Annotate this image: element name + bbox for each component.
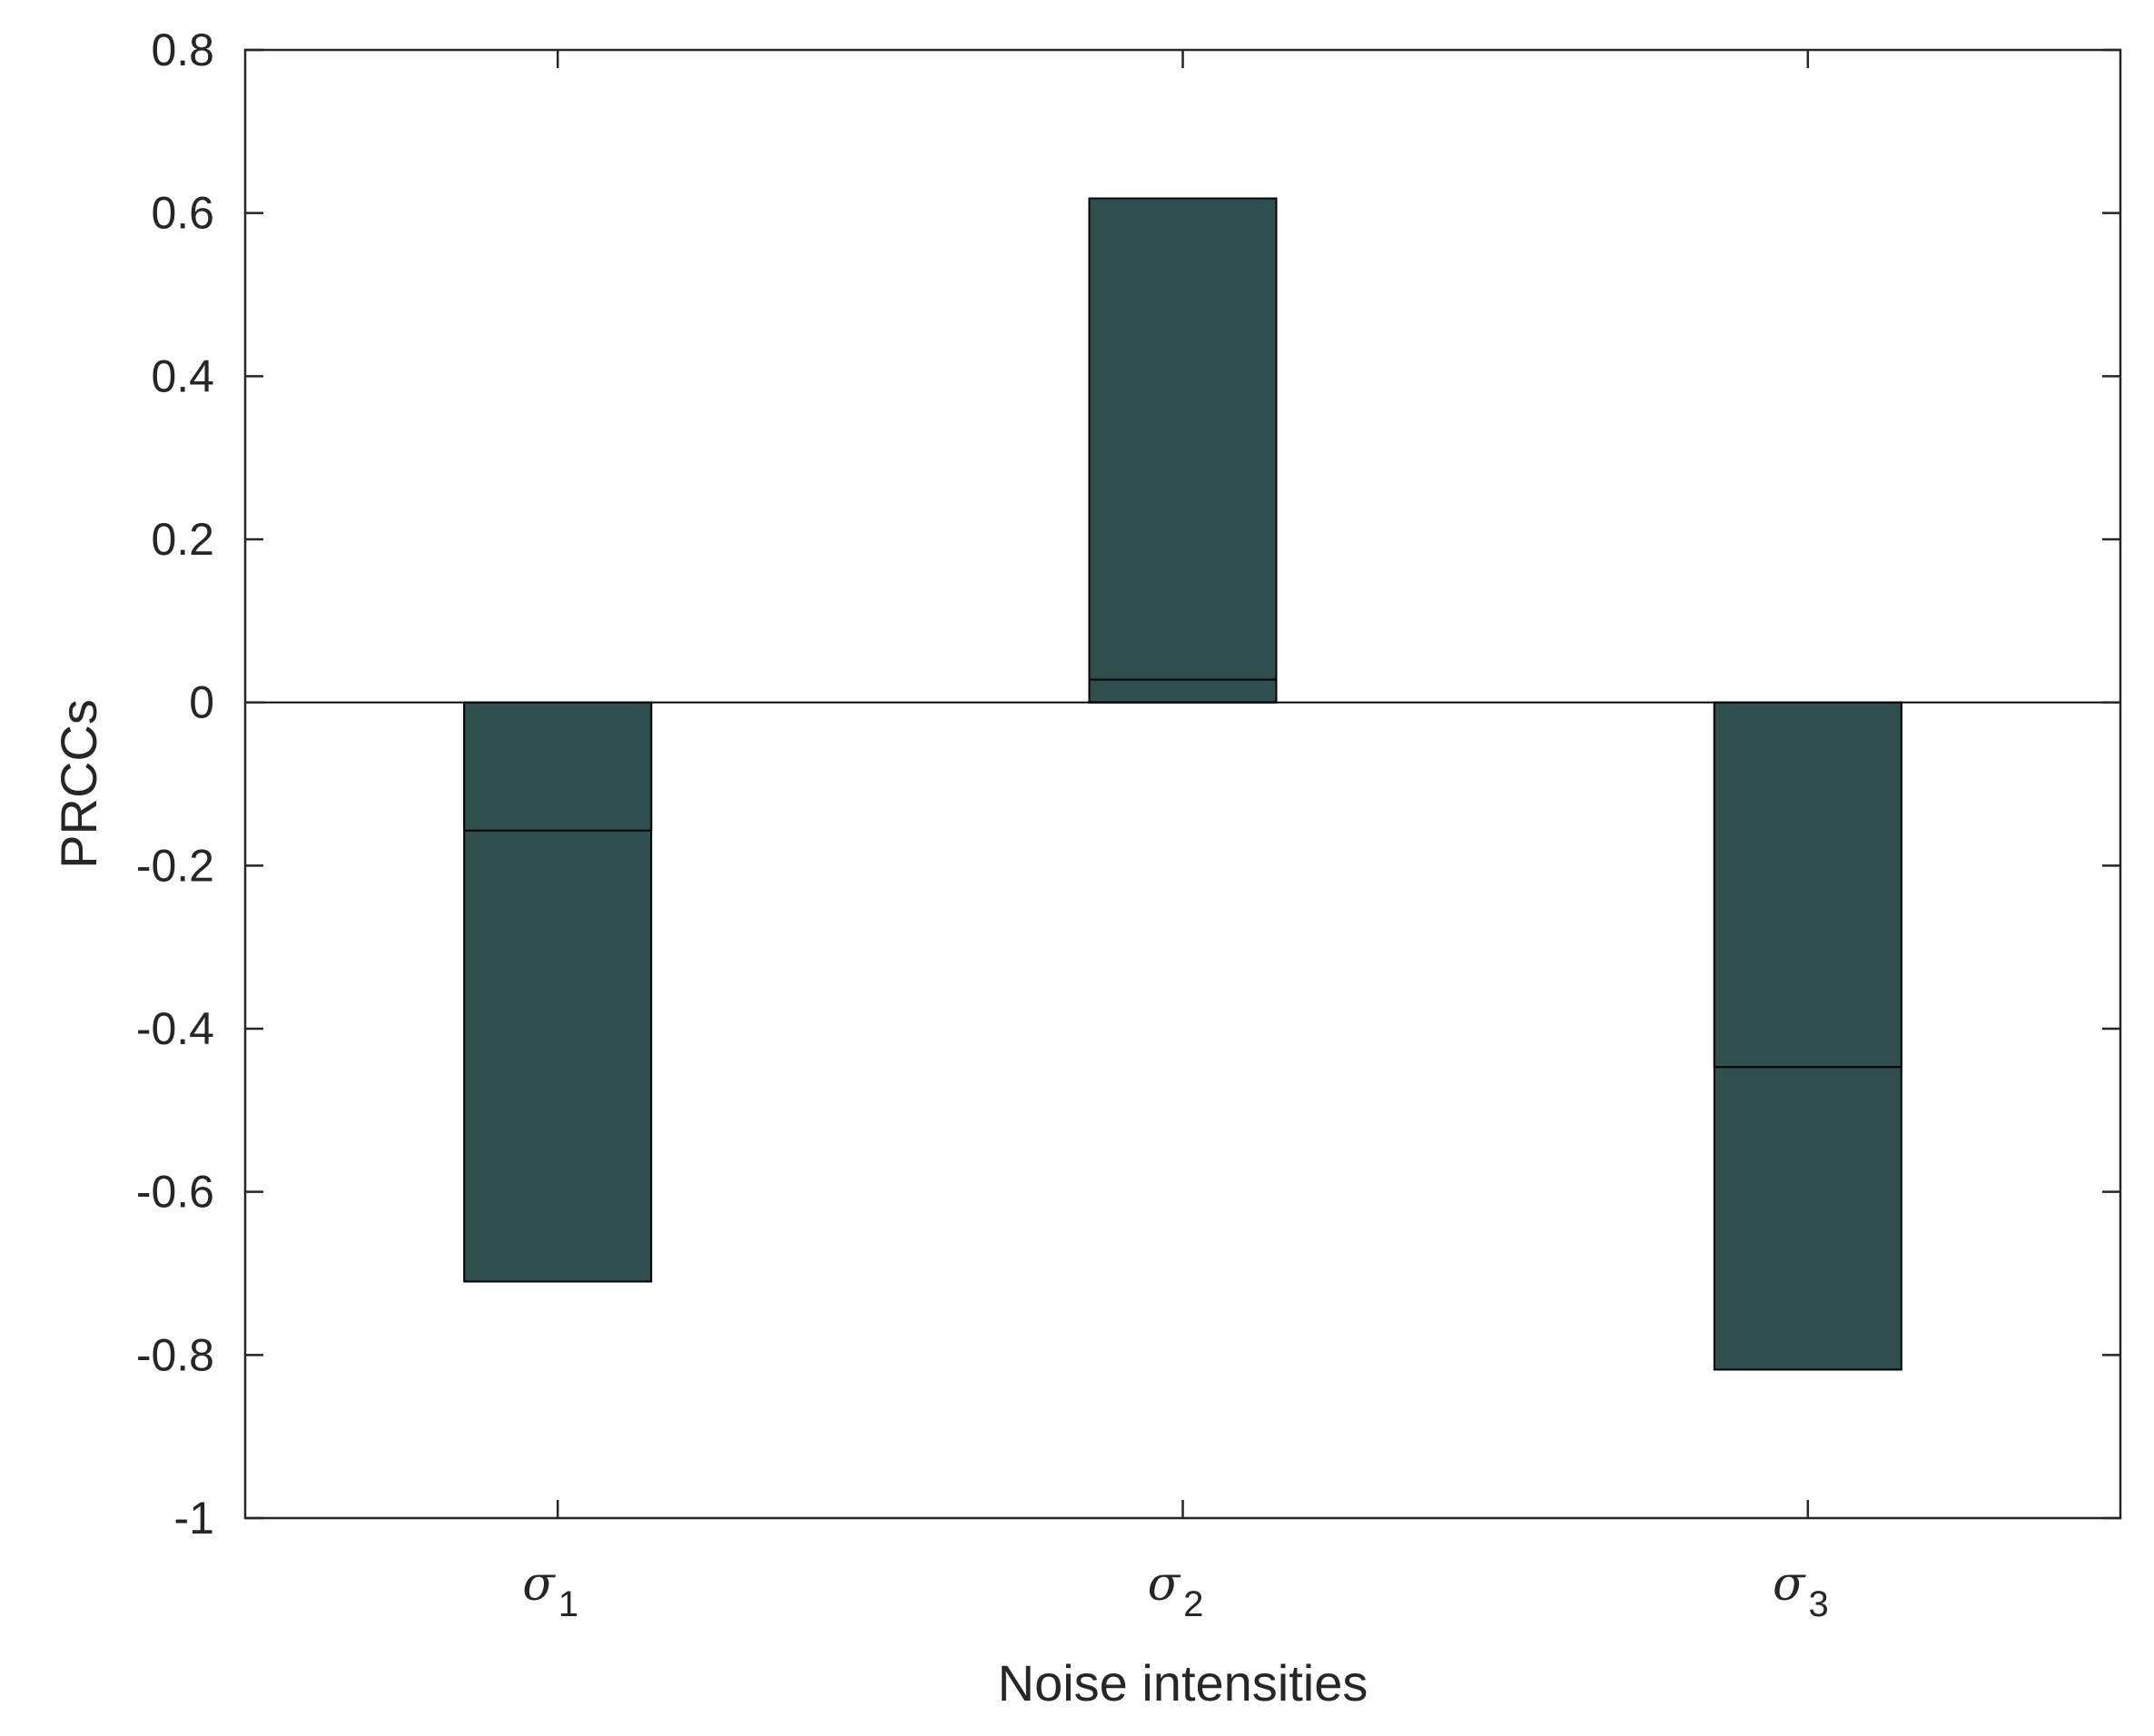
y-tick-label: -0.8 xyxy=(136,1329,214,1380)
category-subscript: 3 xyxy=(1808,1584,1828,1624)
y-tick-label: 0 xyxy=(189,677,214,728)
y-tick-label: -0.6 xyxy=(136,1167,214,1218)
category-subscript: 1 xyxy=(558,1584,578,1624)
y-tick-label: -0.2 xyxy=(136,840,214,891)
ticks-layer xyxy=(245,48,2120,1520)
y-tick-label: 0.4 xyxy=(151,350,214,401)
bar-inner-2 xyxy=(1088,678,1278,704)
bar-outer-2 xyxy=(1088,197,1278,704)
y-tick-labels: -1 -0.8 -0.6 -0.4 -0.2 0 0.2 0.4 0.6 0.8 xyxy=(136,25,214,1544)
x-axis-label: Noise intensities xyxy=(998,1654,1368,1711)
bar-inner-3 xyxy=(1713,701,1902,1069)
y-tick-label: -1 xyxy=(174,1493,214,1544)
category-symbol: σ xyxy=(1773,1557,1806,1612)
y-tick-label: 0.8 xyxy=(151,25,214,75)
bars-layer xyxy=(463,197,1902,1371)
y-tick-label: -0.4 xyxy=(136,1003,214,1054)
y-tick-label: 0.6 xyxy=(151,188,214,239)
y-tick-label: 0.2 xyxy=(151,514,214,565)
bar-inner-1 xyxy=(463,701,653,832)
category-symbol: σ xyxy=(522,1557,556,1612)
category-symbol: σ xyxy=(1148,1557,1181,1612)
y-axis-label: PRCCs xyxy=(50,699,107,869)
category-subscript: 2 xyxy=(1183,1584,1203,1624)
